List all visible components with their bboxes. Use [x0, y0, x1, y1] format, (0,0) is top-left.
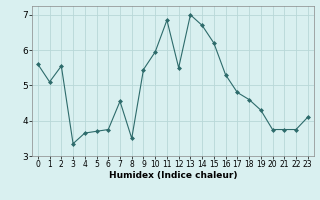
X-axis label: Humidex (Indice chaleur): Humidex (Indice chaleur) — [108, 171, 237, 180]
